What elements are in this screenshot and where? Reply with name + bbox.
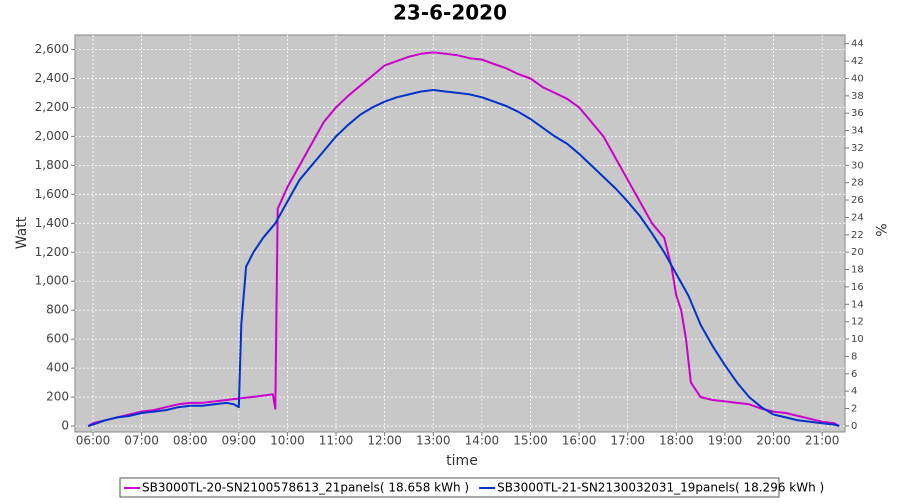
- y-tick-label: 400: [46, 361, 69, 375]
- y2-tick-label: 2: [851, 404, 857, 415]
- y-tick-label: 600: [46, 332, 69, 346]
- x-tick-label: 11:00: [319, 434, 354, 448]
- y2-tick-label: 38: [851, 91, 864, 102]
- x-tick-label: 18:00: [659, 434, 694, 448]
- legend: [119, 477, 780, 498]
- y2-tick-label: 28: [851, 178, 864, 189]
- y-tick-label: 2,000: [35, 129, 69, 143]
- x-tick-label: 06:00: [76, 434, 111, 448]
- y2-tick-label: 20: [851, 247, 864, 258]
- y-tick-label: 1,800: [35, 158, 69, 172]
- y2-tick-label: 36: [851, 108, 864, 119]
- y-tick-label: 1,200: [35, 245, 69, 259]
- y2-tick-label: 16: [851, 282, 864, 293]
- x-tick-label: 09:00: [222, 434, 257, 448]
- y2-tick-label: 32: [851, 143, 864, 154]
- y2-axis-label: %: [872, 223, 888, 236]
- y2-tick-label: 42: [851, 56, 864, 67]
- x-tick-label: 17:00: [610, 434, 645, 448]
- x-tick-label: 08:00: [173, 434, 208, 448]
- y-tick-label: 200: [46, 390, 69, 404]
- legend-text: SB3000TL-21-SN2130032031_19panels( 18.29…: [497, 481, 824, 495]
- y2-tick-label: 4: [851, 386, 857, 397]
- plot-area: [74, 34, 846, 433]
- x-tick-label: 13:00: [416, 434, 451, 448]
- x-tick-label: 07:00: [124, 434, 159, 448]
- y2-tick-label: 40: [851, 73, 864, 84]
- y2-tick-label: 8: [851, 351, 857, 362]
- y-tick-label: 2,400: [35, 71, 69, 85]
- y2-tick-label: 24: [851, 212, 864, 223]
- y2-tick-label: 22: [851, 230, 864, 241]
- series-line: [87, 51, 840, 427]
- y2-tick-label: 6: [851, 369, 857, 380]
- y2-tick-label: 44: [851, 39, 864, 50]
- y-tick-label: 2,200: [35, 100, 69, 114]
- y-tick-label: 1,600: [35, 187, 69, 201]
- y2-tick-label: 18: [851, 265, 864, 276]
- x-tick-label: 19:00: [708, 434, 743, 448]
- y2-tick-label: 10: [851, 334, 864, 345]
- x-tick-label: 20:00: [756, 434, 791, 448]
- legend-text: SB3000TL-20-SN2100578613_21panels( 18.65…: [142, 481, 469, 495]
- y-tick-label: 800: [46, 303, 69, 317]
- x-tick-label: 14:00: [465, 434, 500, 448]
- x-tick-label: 10:00: [270, 434, 305, 448]
- x-tick-label: 21:00: [805, 434, 840, 448]
- y2-tick-label: 30: [851, 160, 864, 171]
- y2-tick-label: 26: [851, 195, 864, 206]
- y2-tick-label: 34: [851, 126, 864, 137]
- y-tick-label: 1,400: [35, 216, 69, 230]
- y-tick-label: 0: [61, 419, 69, 433]
- y-tick-label: 1,000: [35, 274, 69, 288]
- chart-title: 23-6-2020: [393, 1, 507, 25]
- x-tick-label: 12:00: [367, 434, 402, 448]
- x-tick-label: 16:00: [562, 434, 597, 448]
- series-line: [87, 89, 840, 428]
- y-tick-label: 2,600: [35, 42, 69, 56]
- x-axis-label: time: [446, 453, 478, 469]
- x-tick-label: 15:00: [513, 434, 548, 448]
- y2-tick-label: 12: [851, 317, 864, 328]
- y-axis-label: Watt: [14, 216, 30, 249]
- y2-tick-label: 14: [851, 299, 864, 310]
- y2-tick-label: 0: [851, 421, 857, 432]
